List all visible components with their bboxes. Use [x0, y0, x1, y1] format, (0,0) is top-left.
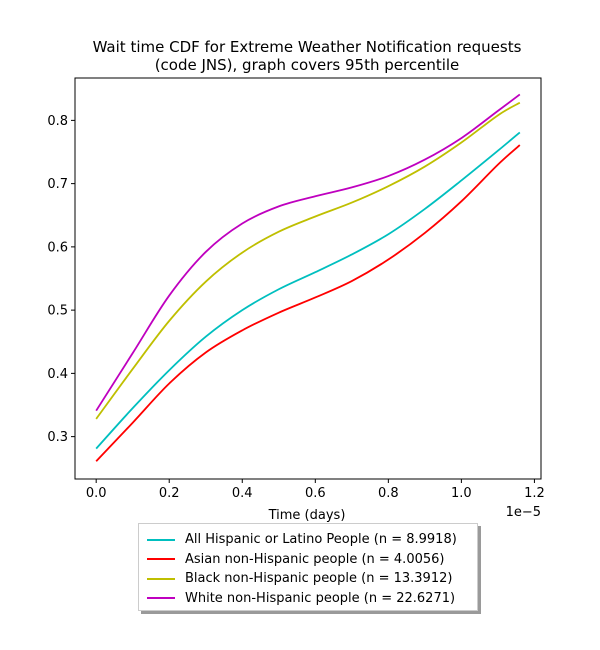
y-axis: 0.3 0.4 0.5 0.6 0.7 0.8 [47, 114, 75, 445]
x-axis-offset-text: 1e−5 [506, 505, 541, 520]
y-tick-label: 0.5 [47, 304, 68, 319]
plot-frame [74, 77, 542, 480]
series-line-3 [95, 101, 521, 420]
y-tick-label: 0.3 [47, 430, 68, 445]
x-tick-label: 0.6 [305, 486, 326, 501]
legend-swatch [147, 538, 175, 541]
series-line-2 [95, 144, 521, 462]
legend-entry-4: White non-Hispanic people (n = 22.6271) [147, 589, 469, 609]
legend-label: White non-Hispanic people (n = 22.6271) [185, 590, 456, 606]
x-tick-label: 0.4 [232, 486, 253, 501]
chart-title-line-2: (code JNS), graph covers 95th percentile [155, 56, 460, 74]
x-axis-label: Time (days) [268, 508, 346, 523]
y-tick-label: 0.4 [47, 367, 68, 382]
series-line-4 [95, 93, 521, 412]
series-line-1 [95, 131, 521, 450]
x-tick-label: 0.8 [378, 486, 399, 501]
chart-title-line-1: Wait time CDF for Extreme Weather Notifi… [93, 38, 522, 56]
legend: All Hispanic or Latino People (n = 8.991… [138, 523, 478, 611]
legend-swatch [147, 558, 175, 561]
legend-label: Black non-Hispanic people (n = 13.3912) [185, 571, 453, 587]
y-tick-label: 0.7 [47, 177, 68, 192]
x-tick-label: 1.2 [524, 486, 545, 501]
legend-entry-2: Asian non-Hispanic people (n = 4.0056) [147, 550, 469, 570]
x-tick-label: 0.0 [86, 486, 107, 501]
y-tick-label: 0.8 [47, 114, 68, 129]
legend-label: All Hispanic or Latino People (n = 8.991… [185, 532, 457, 548]
y-tick-label: 0.6 [47, 240, 68, 255]
legend-label: Asian non-Hispanic people (n = 4.0056) [185, 551, 445, 567]
x-tick-label: 1.0 [451, 486, 472, 501]
series-layer [95, 93, 521, 462]
legend-swatch [147, 577, 175, 580]
legend-swatch [147, 597, 175, 600]
legend-entry-1: All Hispanic or Latino People (n = 8.991… [147, 530, 469, 550]
chart-title: Wait time CDF for Extreme Weather Notifi… [93, 38, 522, 74]
x-tick-label: 0.2 [159, 486, 180, 501]
x-axis: 0.0 0.2 0.4 0.6 0.8 1.0 1.2 [86, 479, 545, 501]
legend-entry-3: Black non-Hispanic people (n = 13.3912) [147, 569, 469, 589]
